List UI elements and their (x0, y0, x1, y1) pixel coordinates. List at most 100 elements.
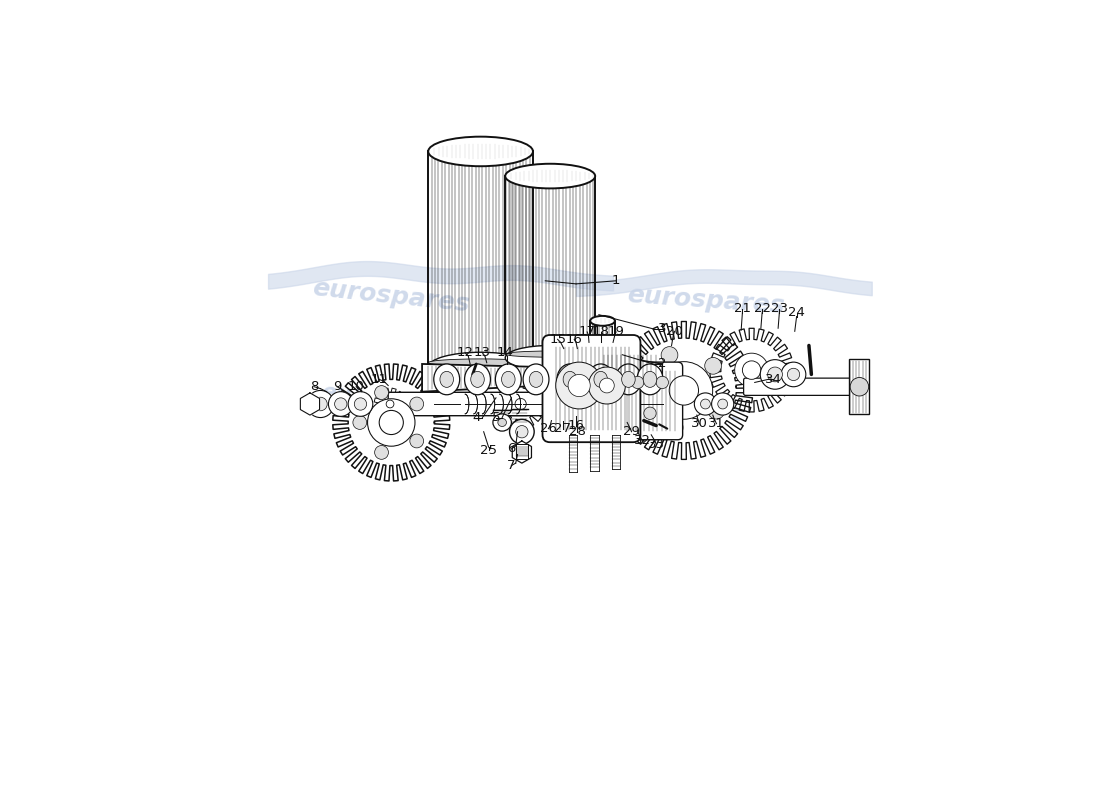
Ellipse shape (505, 346, 595, 370)
Ellipse shape (616, 364, 641, 394)
Ellipse shape (505, 351, 595, 357)
Text: 9: 9 (333, 380, 341, 394)
Text: 11: 11 (371, 373, 387, 386)
Text: 30: 30 (691, 418, 707, 430)
Text: 18: 18 (592, 326, 609, 338)
Text: 17: 17 (579, 326, 596, 338)
Text: 32: 32 (634, 434, 651, 447)
Text: 27: 27 (554, 422, 571, 435)
Text: 1: 1 (612, 274, 620, 287)
Ellipse shape (591, 367, 615, 370)
Polygon shape (496, 379, 546, 429)
FancyBboxPatch shape (617, 362, 683, 440)
Polygon shape (374, 388, 406, 420)
Ellipse shape (493, 414, 512, 431)
Text: eurospares: eurospares (626, 283, 785, 318)
Text: 2: 2 (658, 358, 667, 370)
Ellipse shape (464, 364, 491, 394)
Ellipse shape (529, 371, 542, 387)
Circle shape (509, 419, 535, 444)
Circle shape (354, 398, 366, 410)
Text: 14: 14 (497, 346, 514, 359)
Circle shape (515, 398, 526, 410)
Text: 20: 20 (667, 325, 683, 338)
Circle shape (760, 360, 790, 390)
Circle shape (717, 399, 727, 409)
Text: 28: 28 (569, 426, 585, 438)
Circle shape (410, 397, 424, 411)
Circle shape (705, 358, 722, 374)
Circle shape (735, 353, 769, 387)
Text: 22: 22 (754, 302, 771, 315)
Circle shape (386, 400, 394, 408)
Circle shape (656, 376, 669, 389)
Circle shape (788, 368, 800, 381)
Text: 8: 8 (310, 380, 319, 394)
Text: 25: 25 (480, 444, 497, 457)
Circle shape (556, 362, 603, 409)
Circle shape (314, 398, 327, 410)
Circle shape (353, 415, 366, 430)
Polygon shape (710, 328, 793, 412)
Polygon shape (849, 359, 869, 414)
Ellipse shape (428, 352, 532, 382)
FancyBboxPatch shape (388, 392, 557, 416)
Polygon shape (601, 354, 662, 379)
Circle shape (588, 367, 625, 404)
Circle shape (375, 446, 388, 459)
Ellipse shape (505, 164, 595, 189)
Polygon shape (422, 364, 666, 392)
Ellipse shape (591, 365, 615, 375)
Ellipse shape (591, 316, 615, 326)
FancyBboxPatch shape (542, 335, 640, 442)
Text: 15: 15 (549, 333, 566, 346)
Circle shape (742, 361, 761, 379)
Circle shape (701, 399, 711, 409)
Ellipse shape (524, 364, 549, 394)
Circle shape (568, 374, 591, 397)
Ellipse shape (498, 418, 506, 426)
Text: 10: 10 (348, 380, 364, 394)
Circle shape (334, 398, 346, 410)
Text: eurospares: eurospares (604, 395, 746, 425)
Circle shape (644, 407, 656, 419)
Circle shape (661, 346, 678, 363)
Ellipse shape (621, 371, 635, 387)
Ellipse shape (637, 364, 663, 394)
Circle shape (379, 410, 404, 434)
Polygon shape (513, 441, 531, 463)
Circle shape (375, 386, 388, 399)
Circle shape (600, 378, 614, 393)
Text: 29: 29 (623, 426, 640, 438)
Text: 33: 33 (648, 438, 664, 450)
Polygon shape (333, 364, 450, 481)
Text: 4: 4 (472, 411, 481, 424)
Circle shape (667, 419, 683, 436)
Ellipse shape (428, 137, 532, 166)
Text: 24: 24 (789, 306, 805, 319)
Text: eurospares: eurospares (320, 382, 462, 414)
Ellipse shape (557, 364, 583, 394)
Circle shape (656, 362, 713, 419)
Text: 16: 16 (565, 333, 583, 346)
Circle shape (768, 367, 782, 382)
Text: 21: 21 (734, 302, 751, 315)
Circle shape (708, 402, 725, 419)
Ellipse shape (433, 364, 460, 394)
Ellipse shape (495, 364, 521, 394)
Circle shape (367, 398, 415, 446)
Text: 13: 13 (474, 346, 491, 359)
Text: 19: 19 (607, 326, 625, 338)
Circle shape (694, 393, 716, 415)
Text: 34: 34 (764, 373, 782, 386)
Ellipse shape (587, 364, 614, 394)
Ellipse shape (594, 371, 607, 387)
Polygon shape (615, 322, 752, 459)
Circle shape (631, 376, 644, 389)
Ellipse shape (563, 371, 576, 387)
Circle shape (348, 392, 373, 416)
Circle shape (712, 393, 734, 415)
Ellipse shape (502, 371, 515, 387)
Circle shape (669, 376, 698, 405)
Ellipse shape (471, 371, 484, 387)
